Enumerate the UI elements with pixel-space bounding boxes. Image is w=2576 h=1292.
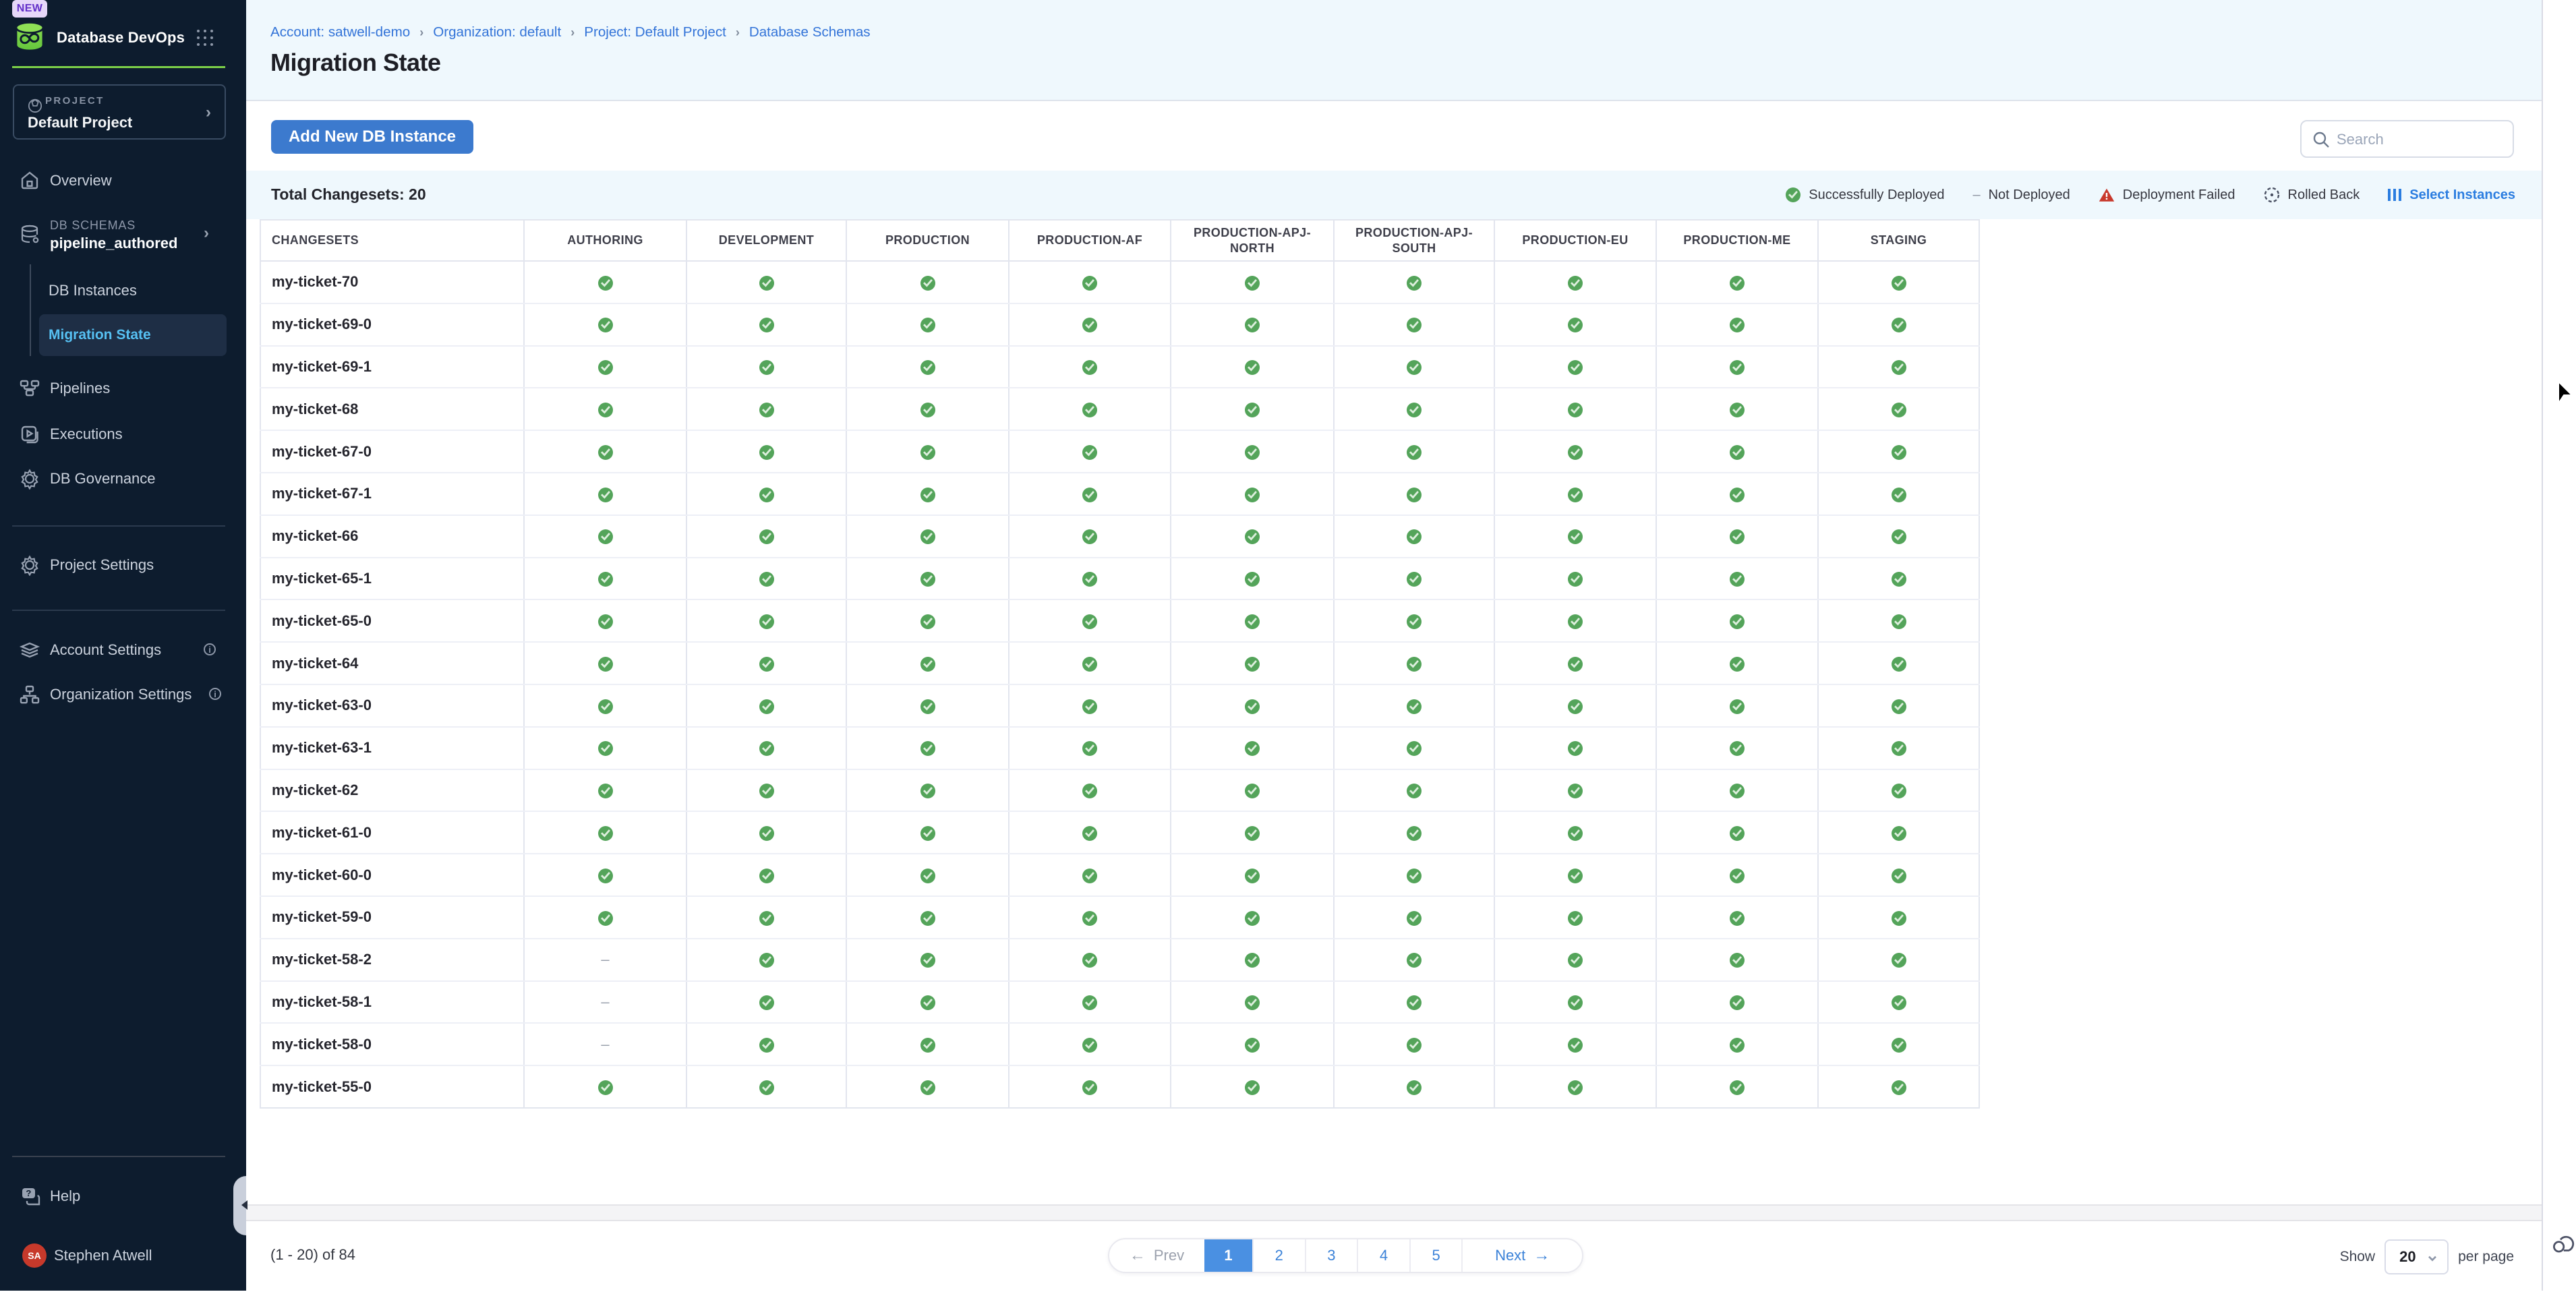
svg-text:?: ? [26, 1188, 31, 1198]
